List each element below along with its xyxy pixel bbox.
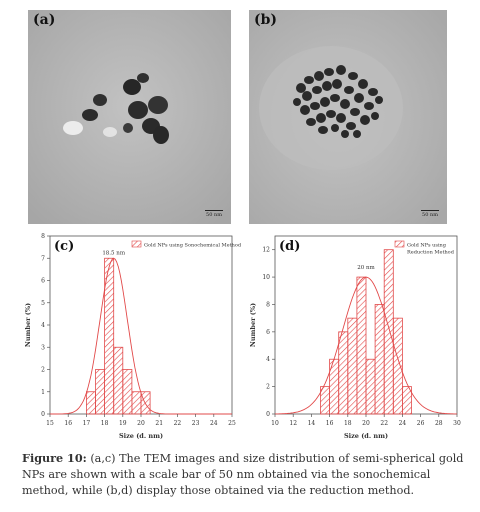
y-tick-label: 0 bbox=[41, 411, 45, 418]
y-tick-label: 5 bbox=[41, 300, 45, 307]
tem-particles-a bbox=[28, 10, 231, 224]
x-tick-label: 24 bbox=[399, 420, 407, 427]
y-tick-label: 6 bbox=[266, 329, 270, 336]
legend-swatch bbox=[394, 240, 405, 248]
y-tick-label: 12 bbox=[262, 247, 270, 254]
histogram-bar bbox=[104, 257, 115, 415]
histogram-bar bbox=[131, 391, 142, 415]
x-tick-label: 10 bbox=[271, 420, 279, 427]
figure-caption: Figure 10: (a,c) The TEM images and size… bbox=[22, 450, 470, 499]
histogram-bar bbox=[347, 317, 358, 415]
y-tick-label: 1 bbox=[41, 389, 45, 396]
x-tick-label: 28 bbox=[435, 420, 443, 427]
x-tick-label: 25 bbox=[228, 420, 236, 427]
panel-label-b: (b) bbox=[254, 12, 278, 28]
caption-lead: Figure 10: bbox=[22, 451, 87, 465]
x-tick-label: 30 bbox=[453, 420, 461, 427]
histogram-bar bbox=[113, 346, 124, 415]
y-tick-label: 8 bbox=[266, 301, 270, 308]
x-tick-label: 14 bbox=[308, 420, 316, 427]
y-tick-label: 10 bbox=[262, 274, 270, 281]
panel-label: (c) bbox=[54, 239, 74, 254]
histogram-bar bbox=[374, 304, 385, 415]
histogram-bar bbox=[338, 331, 349, 415]
x-tick-label: 17 bbox=[83, 420, 91, 427]
x-axis-label: Size (d. nm) bbox=[119, 432, 163, 440]
y-tick-label: 4 bbox=[266, 356, 270, 363]
y-axis-label: Number (%) bbox=[249, 303, 257, 347]
x-tick-label: 23 bbox=[192, 420, 200, 427]
legend-label: Gold NPs using Reduction Method bbox=[407, 243, 455, 256]
x-tick-label: 18 bbox=[101, 420, 109, 427]
x-tick-label: 18 bbox=[344, 420, 352, 427]
legend-swatch bbox=[131, 240, 142, 248]
histogram-bar bbox=[392, 317, 403, 415]
scale-bar-a: 50 nm bbox=[205, 210, 223, 218]
x-tick-label: 19 bbox=[119, 420, 127, 427]
x-tick-label: 22 bbox=[380, 420, 388, 427]
histogram-bar bbox=[122, 369, 133, 415]
x-tick-label: 26 bbox=[417, 420, 425, 427]
histogram-bar bbox=[383, 249, 394, 415]
scale-bar-b: 50 nm bbox=[421, 210, 439, 218]
x-tick-label: 16 bbox=[64, 420, 72, 427]
chart-c: 15 16 17 18 19 20 21 22 23 24 25 0 1 2 3 4 5 6 7 8 Size (d. … bbox=[20, 228, 245, 446]
x-tick-label: 22 bbox=[174, 420, 182, 427]
y-tick-label: 2 bbox=[266, 384, 270, 391]
y-axis-label: Number (%) bbox=[24, 303, 32, 347]
x-axis-label: Size (d. nm) bbox=[344, 432, 388, 440]
y-tick-label: 6 bbox=[41, 278, 45, 285]
chart-d: 10 12 14 16 18 20 22 24 26 28 30 0 2 4 6 8 10 12 Size (d. … bbox=[245, 228, 470, 446]
peak-annotation: 18.5 nm bbox=[102, 250, 126, 256]
peak-annotation: 20 nm bbox=[357, 265, 375, 271]
panel-label: (d) bbox=[279, 239, 300, 254]
histogram-bar bbox=[95, 369, 105, 415]
histogram-bar bbox=[86, 391, 96, 415]
x-tick-label: 12 bbox=[289, 420, 297, 427]
x-tick-label: 21 bbox=[155, 420, 163, 427]
histogram-bar bbox=[356, 276, 367, 415]
y-tick-label: 7 bbox=[41, 255, 45, 262]
x-tick-label: 20 bbox=[362, 420, 370, 427]
x-tick-label: 16 bbox=[326, 420, 334, 427]
plot-frame bbox=[49, 235, 233, 415]
y-tick-label: 0 bbox=[266, 411, 270, 418]
y-tick-label: 4 bbox=[41, 322, 45, 329]
tem-image-b: (b) 50 nm bbox=[249, 10, 447, 224]
histogram-bar bbox=[140, 391, 151, 415]
panel-label-a: (a) bbox=[33, 12, 56, 28]
tem-image-a: (a) 50 nm bbox=[28, 10, 231, 224]
fit-curve bbox=[275, 276, 457, 415]
y-tick-label: 8 bbox=[41, 233, 45, 240]
legend-label: Gold NPs using Sonochemical Method bbox=[144, 243, 242, 249]
fit-curve bbox=[50, 257, 232, 415]
tem-particles-b bbox=[249, 10, 447, 224]
histogram-bar bbox=[401, 386, 412, 415]
y-tick-label: 3 bbox=[41, 344, 45, 351]
histogram-bar bbox=[365, 358, 376, 415]
x-tick-label: 24 bbox=[210, 420, 218, 427]
x-tick-label: 20 bbox=[137, 420, 145, 427]
y-tick-label: 2 bbox=[41, 367, 45, 374]
caption-text: (a,c) The TEM images and size distributi… bbox=[22, 452, 464, 497]
x-tick-label: 15 bbox=[46, 420, 54, 427]
